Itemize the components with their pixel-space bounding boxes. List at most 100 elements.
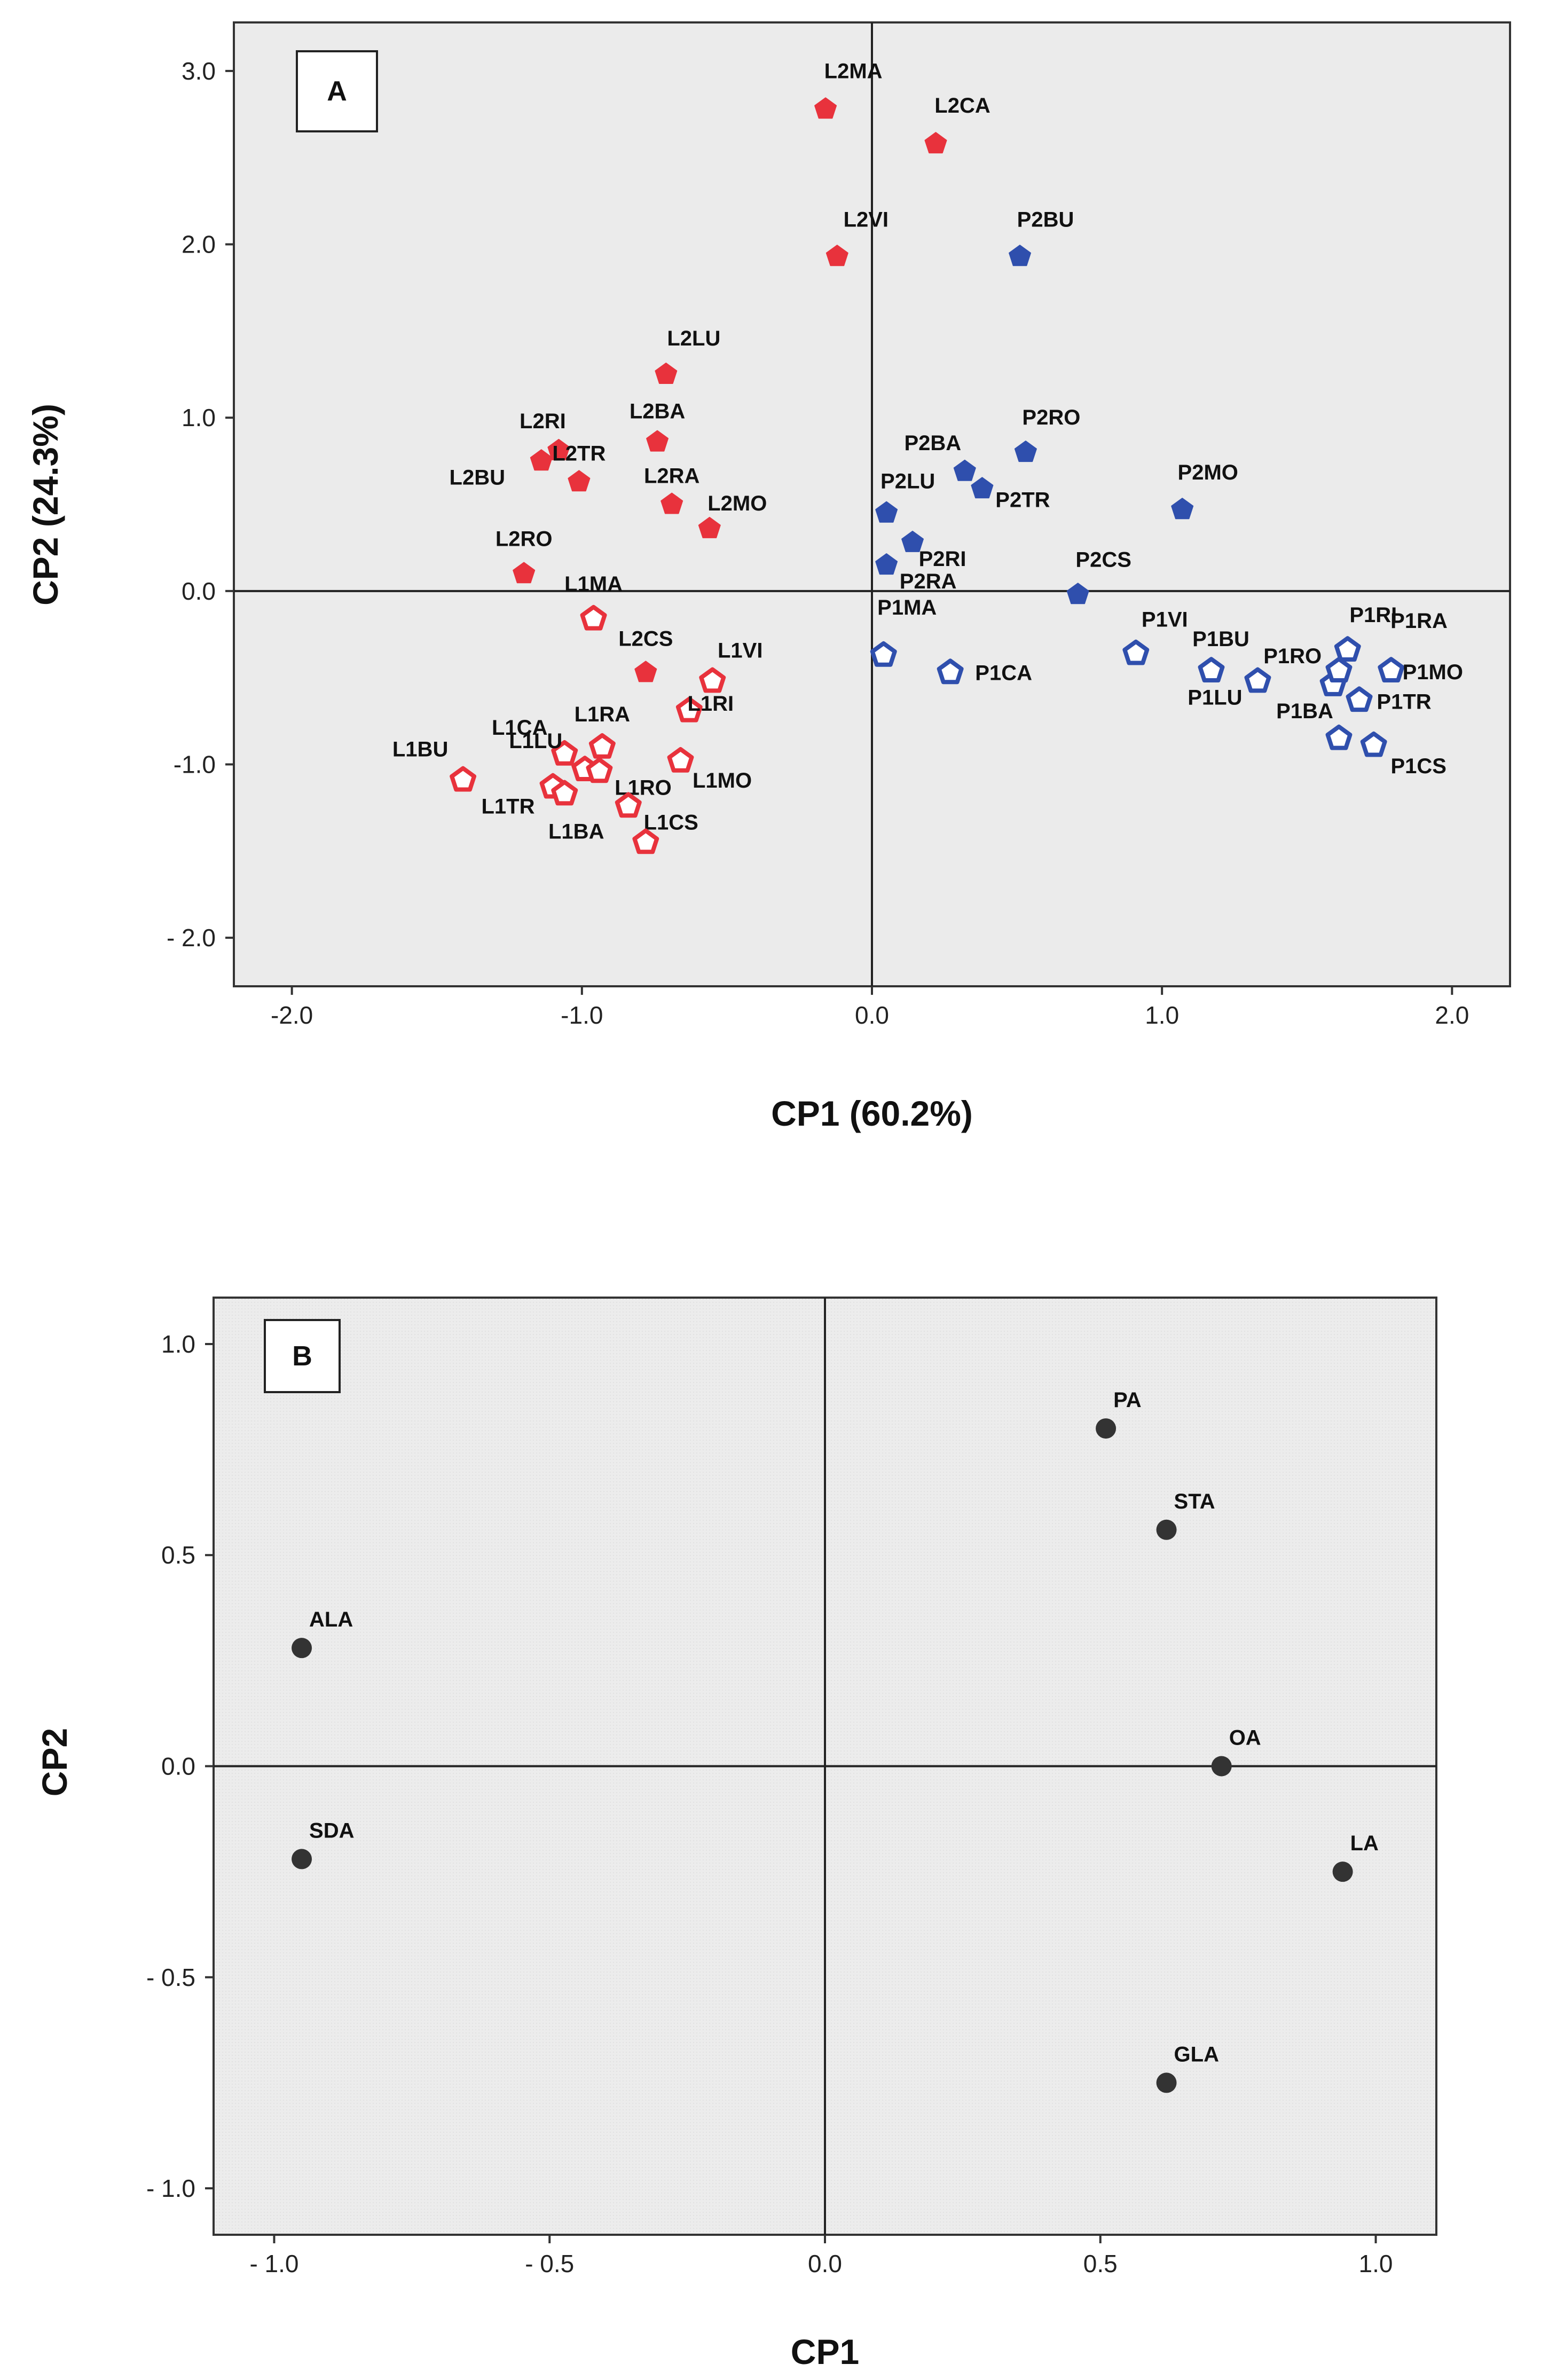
panel-a: -2.0 -1.0 0.0 1.0 2.0 3.0 2.0 1.0 0.0 -1.0 - 2.0 L…: [26, 21, 1511, 1133]
panel-b-x-tick-label: 0.0: [808, 2250, 842, 2277]
point-marker-l1ma: [580, 604, 607, 631]
point-label-p2lu: P2LU: [880, 470, 935, 493]
point-p2tr: P2TR: [971, 477, 1050, 512]
point-p2ro: P2RO: [1014, 406, 1080, 462]
point-label-l1ra: L1RA: [575, 703, 630, 726]
panel-b-points: PA STA ALA OA SDA LA GLA: [292, 1388, 1379, 2093]
point-label-p1vi: P1VI: [1142, 608, 1188, 632]
point-label-l2vi: L2VI: [844, 208, 889, 231]
variable-label-sda: SDA: [309, 1819, 354, 1842]
point-label-l2lu: L2LU: [667, 327, 720, 350]
point-p1ca: P1CA: [937, 658, 1032, 685]
point-label-l1ca: L1CA: [492, 716, 547, 740]
point-l1vi: L1VI: [699, 639, 762, 693]
point-p1ri: P1RI: [1334, 603, 1397, 662]
point-label-p2ro: P2RO: [1022, 406, 1080, 429]
point-label-l2tr: L2TR: [552, 442, 606, 465]
point-p1mo: P1MO: [1378, 657, 1463, 684]
point-marker-p1ri: [1334, 636, 1361, 662]
point-label-p1ra: P1RA: [1390, 609, 1448, 633]
point-label-l1mo: L1MO: [693, 769, 752, 792]
point-label-l1bu: L1BU: [392, 738, 448, 761]
panel-b-y-tick-label: 1.0: [161, 1330, 195, 1358]
panel-a-letter-box: A: [296, 50, 378, 132]
point-label-p1bu: P1BU: [1192, 627, 1249, 651]
point-label-p1cs: P1CS: [1390, 755, 1446, 778]
point-l1ma: L1MA: [564, 572, 623, 631]
panel-a-x-tick-label: -1.0: [561, 1001, 603, 1029]
point-l2ro: L2RO: [496, 527, 553, 584]
variable-point-oa: OA: [1211, 1726, 1261, 1777]
point-marker-p1ra: [1325, 657, 1353, 682]
point-marker-l2lu: [655, 363, 678, 384]
point-l1mo: L1MO: [667, 747, 752, 792]
point-p1bu: P1BU: [1192, 627, 1249, 682]
panel-b-x-tick-label: - 1.0: [249, 2250, 298, 2277]
point-label-l2ro: L2RO: [496, 527, 553, 551]
point-p1tr: P1TR: [1346, 686, 1432, 713]
variable-point-gla: GLA: [1156, 2043, 1219, 2093]
point-marker-p2cs: [1066, 583, 1089, 604]
point-marker-l2tr: [568, 470, 591, 492]
variable-point-sda: SDA: [292, 1819, 354, 1870]
panel-b-y-axis-title: CP2: [35, 1728, 74, 1796]
panel-a-ticks: -2.0 -1.0 0.0 1.0 2.0 3.0 2.0 1.0 0.0 -1.0 - 2.0: [167, 57, 1469, 1029]
point-l1ra: L1RA: [575, 703, 630, 759]
point-marker-p2ro: [1014, 441, 1037, 462]
point-label-l2mo: L2MO: [707, 492, 767, 515]
panel-a-y-axis-title: CP2 (24.3%): [26, 404, 65, 606]
point-marker-l2ma: [814, 97, 837, 119]
variable-point-pa: PA: [1096, 1388, 1142, 1439]
variable-marker-gla: [1156, 2072, 1177, 2093]
point-l2bu: L2BU: [450, 449, 553, 489]
variable-marker-la: [1332, 1861, 1353, 1882]
variable-label-gla: GLA: [1174, 2043, 1219, 2066]
point-marker-p1ca: [937, 658, 964, 685]
point-marker-p2ra: [875, 553, 898, 575]
panel-b-x-tick-label: - 0.5: [525, 2250, 574, 2277]
panel-a-x-tick-label: -2.0: [271, 1001, 313, 1029]
panel-b-letter-box: B: [264, 1319, 341, 1393]
point-p2mo: P2MO: [1171, 461, 1238, 520]
point-p1lu: P1LU: [1188, 667, 1271, 710]
panel-a-y-tick-label: 3.0: [182, 57, 216, 85]
panel-b-x-tick-label: 1.0: [1359, 2250, 1393, 2277]
point-label-l1cs: L1CS: [644, 811, 698, 834]
point-p2ra: P2RA: [875, 553, 957, 593]
panel-a-y-tick-label: 1.0: [182, 404, 216, 431]
point-marker-l1ca: [551, 740, 578, 766]
panel-b-x-axis-title: CP1: [791, 2332, 859, 2371]
point-label-p1mo: P1MO: [1403, 661, 1463, 684]
point-l2ba: L2BA: [630, 400, 685, 452]
point-label-l1ba: L1BA: [548, 820, 604, 844]
point-l2ca: L2CA: [924, 94, 990, 154]
variable-label-oa: OA: [1229, 1726, 1261, 1750]
point-marker-l1cs: [632, 828, 659, 854]
point-l1ca: L1CA: [492, 716, 578, 766]
point-marker-l1mo: [667, 747, 694, 773]
point-marker-l2ro: [513, 562, 536, 584]
point-marker-p1lu: [1244, 667, 1271, 693]
panel-b-y-tick-label: 0.5: [161, 1541, 195, 1569]
point-marker-l2ca: [924, 132, 947, 154]
point-p1ra: P1RA: [1325, 609, 1448, 682]
point-label-p1ri: P1RI: [1349, 603, 1397, 627]
point-label-p2tr: P2TR: [995, 488, 1050, 512]
variable-point-sta: STA: [1156, 1490, 1215, 1540]
panel-b-x-tick-label: 0.5: [1083, 2250, 1118, 2277]
point-marker-l2ra: [661, 492, 683, 514]
point-marker-p2lu: [875, 501, 898, 523]
point-p1ba: P1BA: [1276, 700, 1353, 750]
point-label-p1ro: P1RO: [1263, 645, 1322, 668]
point-marker-p2tr: [971, 477, 994, 499]
point-marker-p1tr: [1346, 686, 1373, 712]
point-marker-p1ma: [870, 641, 897, 667]
panel-a-y-tick-label: -1.0: [174, 750, 216, 778]
point-marker-l2ba: [646, 430, 669, 452]
panel-a-x-tick-label: 0.0: [855, 1001, 889, 1029]
point-label-p2ba: P2BA: [904, 431, 961, 455]
point-label-p1lu: P1LU: [1188, 686, 1242, 710]
variable-marker-ala: [292, 1638, 312, 1659]
point-label-l2ra: L2RA: [644, 465, 699, 488]
